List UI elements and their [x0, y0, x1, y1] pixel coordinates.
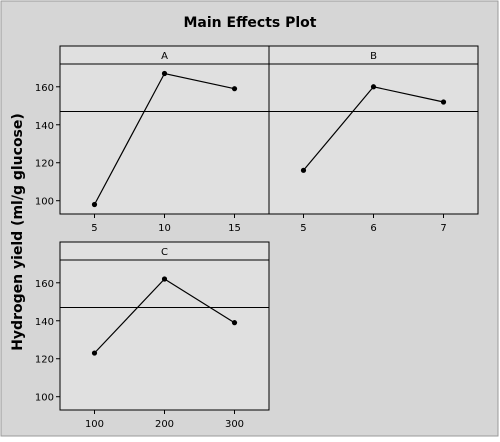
panel-B-strip	[268, 45, 479, 65]
x-tick-label: 200	[155, 419, 174, 430]
panel-C-label: C	[161, 247, 168, 258]
panel-C-strip	[59, 241, 270, 261]
x-tick-label: 7	[440, 223, 446, 234]
x-tick-label: 5	[300, 223, 306, 234]
x-tick-label: 15	[228, 223, 241, 234]
y-tick-label: 160	[35, 83, 54, 94]
x-tick-label: 300	[225, 419, 244, 430]
x-tick-label: 100	[85, 419, 104, 430]
chart-title: Main Effects Plot	[184, 15, 317, 31]
panel-C-area	[59, 241, 270, 411]
panel-A-data-point	[231, 86, 238, 92]
panel-C-data-point	[231, 320, 238, 326]
panel-B-label: B	[370, 51, 377, 62]
panel-A-label: A	[161, 51, 168, 62]
panel-B-area	[268, 45, 479, 215]
y-tick-label: 140	[35, 317, 54, 328]
panel-B-data-point	[300, 167, 307, 173]
y-tick-label: 140	[35, 121, 54, 132]
y-tick-label: 120	[35, 355, 54, 366]
panels-layer: A 100 120 140 160 5 10 15 B 5 6 7 C 100 120 140 160 100 20…	[35, 45, 479, 430]
y-tick-label: 100	[35, 197, 54, 208]
panel-B-data-point	[440, 99, 447, 105]
panel-B-data-point	[370, 84, 377, 90]
panel-C-data-point	[91, 350, 98, 356]
panel-A-data-point	[91, 201, 98, 208]
x-tick-label: 6	[370, 223, 376, 234]
y-axis-label: Hydrogen yield (ml/g glucose)	[10, 113, 26, 351]
x-tick-label: 10	[158, 223, 171, 234]
panel-C-data-point	[161, 276, 168, 282]
x-tick-label: 5	[91, 223, 97, 234]
panel-A-data-point	[161, 70, 168, 77]
y-tick-label: 120	[35, 159, 54, 170]
y-tick-label: 160	[35, 279, 54, 290]
y-tick-label: 100	[35, 393, 54, 404]
